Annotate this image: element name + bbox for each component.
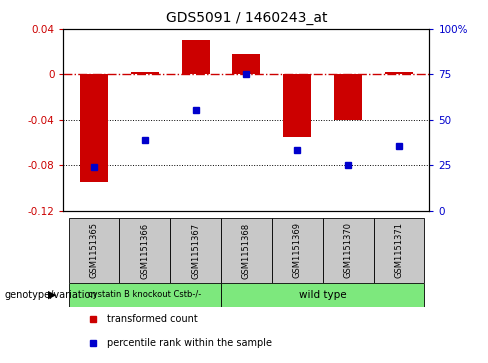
Text: wild type: wild type [299, 290, 346, 300]
Bar [182, 40, 209, 74]
Text: GSM1151368: GSM1151368 [242, 223, 251, 278]
Bar [284, 74, 311, 137]
Bar [68, 218, 120, 283]
Bar [232, 54, 261, 74]
Bar [334, 74, 362, 120]
Text: GSM1151366: GSM1151366 [140, 223, 149, 278]
Text: percentile rank within the sample: percentile rank within the sample [107, 338, 272, 348]
Bar [131, 72, 159, 74]
Text: GSM1151367: GSM1151367 [191, 223, 200, 278]
Bar [373, 218, 425, 283]
Text: transformed count: transformed count [107, 314, 198, 324]
Bar [272, 218, 323, 283]
Bar [221, 283, 425, 307]
Text: ▶: ▶ [48, 290, 56, 300]
Text: GSM1151370: GSM1151370 [344, 223, 353, 278]
Bar [170, 218, 221, 283]
Bar [68, 283, 221, 307]
Text: GSM1151369: GSM1151369 [293, 223, 302, 278]
Bar [80, 74, 108, 182]
Text: GSM1151365: GSM1151365 [89, 223, 99, 278]
Text: genotype/variation: genotype/variation [5, 290, 98, 300]
Bar [385, 72, 413, 74]
Title: GDS5091 / 1460243_at: GDS5091 / 1460243_at [166, 11, 327, 25]
Text: GSM1151371: GSM1151371 [394, 223, 404, 278]
Text: cystatin B knockout Cstb-/-: cystatin B knockout Cstb-/- [88, 290, 202, 299]
Bar [323, 218, 373, 283]
Bar [221, 218, 272, 283]
Bar [120, 218, 170, 283]
